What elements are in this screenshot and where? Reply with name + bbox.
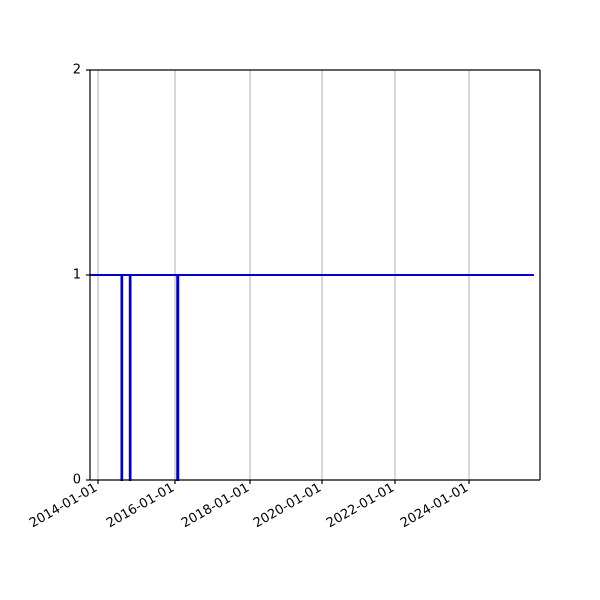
y-tick-label-2: 2	[73, 63, 81, 78]
y-axis: 0 1 2	[73, 63, 90, 488]
y-tick-label-0: 0	[73, 473, 81, 488]
y-tick-label-1: 1	[73, 268, 81, 283]
